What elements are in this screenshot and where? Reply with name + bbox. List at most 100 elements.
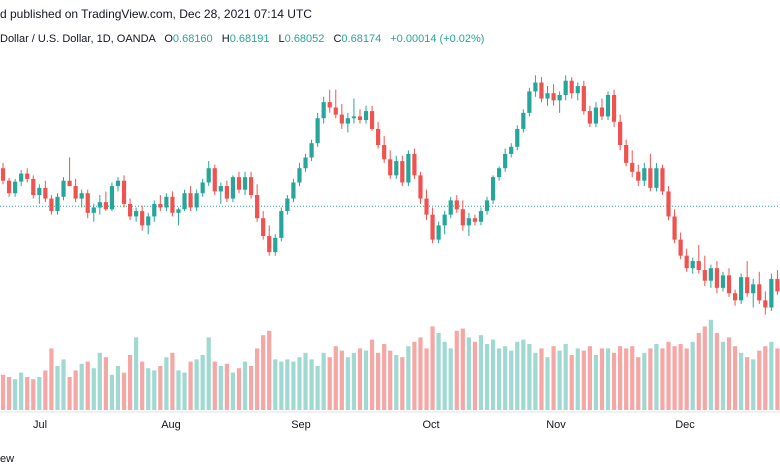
- volume-bar: [557, 350, 562, 410]
- volume-bar: [140, 361, 145, 410]
- volume-bar: [739, 352, 744, 410]
- candle-down: [551, 93, 556, 101]
- open-value: 0.68160: [172, 33, 213, 45]
- x-tick-label: Aug: [161, 419, 181, 431]
- candle-up: [194, 193, 199, 208]
- candle-up: [206, 168, 211, 183]
- candle-up: [478, 211, 484, 222]
- candle-down: [400, 161, 405, 183]
- volume-bar: [684, 348, 689, 410]
- volume-bar: [769, 341, 774, 410]
- volume-bar: [206, 337, 211, 410]
- low-value: 0.68052: [284, 33, 325, 45]
- candle-down: [702, 270, 707, 281]
- candle-up: [345, 118, 350, 124]
- volume-bar: [745, 357, 750, 410]
- candle-up: [769, 278, 774, 308]
- candle-down: [339, 114, 344, 124]
- candle-up: [273, 237, 278, 253]
- volume-bar: [424, 348, 429, 410]
- candle-down: [369, 111, 375, 129]
- candle-up: [690, 261, 695, 269]
- candle-down: [212, 168, 217, 192]
- symbol-name: Dollar / U.S. Dollar, 1D, OANDA: [0, 33, 156, 45]
- candle-up: [708, 268, 713, 281]
- candle-down: [412, 153, 417, 176]
- candle-down: [103, 202, 108, 210]
- volume-bar: [448, 348, 453, 410]
- volume-bar: [182, 372, 187, 410]
- volume-bar: [43, 370, 48, 410]
- volume-bar: [309, 359, 314, 410]
- volume-bar: [327, 357, 332, 410]
- volume-bar: [660, 348, 665, 410]
- volume-bar: [146, 368, 151, 410]
- candle-up: [176, 209, 181, 213]
- candle-down: [630, 162, 635, 172]
- candle-down: [6, 180, 12, 194]
- candle-down: [224, 186, 229, 199]
- volume-bar: [200, 355, 205, 410]
- volume-bar: [400, 357, 405, 410]
- volume-bar: [418, 337, 423, 410]
- candle-down: [261, 218, 266, 237]
- volume-bar: [442, 341, 447, 410]
- candle-down: [581, 86, 586, 112]
- high-label: H: [221, 33, 230, 45]
- candle-up: [654, 168, 659, 188]
- candle-up: [575, 86, 580, 94]
- candle-up: [200, 182, 205, 194]
- candle-down: [31, 178, 36, 195]
- candle-down: [188, 193, 193, 208]
- candle-up: [533, 82, 538, 92]
- candle-up: [55, 196, 60, 212]
- candle-down: [587, 111, 592, 124]
- volume-bar: [708, 319, 713, 410]
- volume-bar: [376, 352, 381, 410]
- volume-bar: [394, 355, 399, 410]
- candle-down: [388, 159, 393, 176]
- volume-bar: [678, 344, 683, 410]
- volume-bar: [176, 370, 181, 410]
- volume-bar: [763, 346, 768, 410]
- volume-bar: [539, 348, 544, 410]
- volume-bar: [388, 350, 393, 410]
- volume-bar: [255, 348, 260, 410]
- volume-bar: [472, 341, 478, 410]
- candle-down: [430, 214, 435, 240]
- volume-bar: [382, 344, 387, 410]
- volume-bar: [509, 350, 514, 410]
- candle-up: [182, 193, 187, 210]
- high-value: 0.68191: [229, 33, 270, 45]
- candle-up: [751, 284, 756, 294]
- candle-up: [285, 198, 290, 212]
- volume-bar: [478, 335, 484, 410]
- volume-bar: [369, 339, 375, 410]
- volume-bar: [497, 348, 502, 410]
- candle-up: [406, 153, 411, 183]
- volume-bar: [696, 333, 701, 410]
- candle-up: [218, 186, 223, 192]
- candle-down: [599, 107, 605, 117]
- candle-up: [642, 168, 647, 181]
- candle-up: [79, 193, 84, 199]
- volume-bar: [593, 355, 599, 410]
- volume-bar: [273, 359, 278, 410]
- candle-down: [460, 209, 465, 226]
- symbol-legend: Dollar / U.S. Dollar, 1D, OANDA O0.68160…: [0, 30, 490, 48]
- candle-up: [164, 196, 169, 208]
- volume-bar: [527, 344, 532, 410]
- candle-up: [484, 200, 490, 212]
- candle-down: [424, 198, 429, 215]
- volume-bar: [73, 370, 78, 410]
- candle-down: [255, 195, 260, 219]
- change-value: +0.00014 (+0.02%): [390, 33, 485, 45]
- candle-up: [291, 182, 296, 199]
- footer-caption: ew: [0, 453, 15, 465]
- volume-bar: [37, 377, 42, 410]
- candle-down: [757, 284, 762, 301]
- candle-up: [152, 203, 157, 217]
- volume-bar: [67, 377, 72, 410]
- candle-down: [472, 218, 478, 222]
